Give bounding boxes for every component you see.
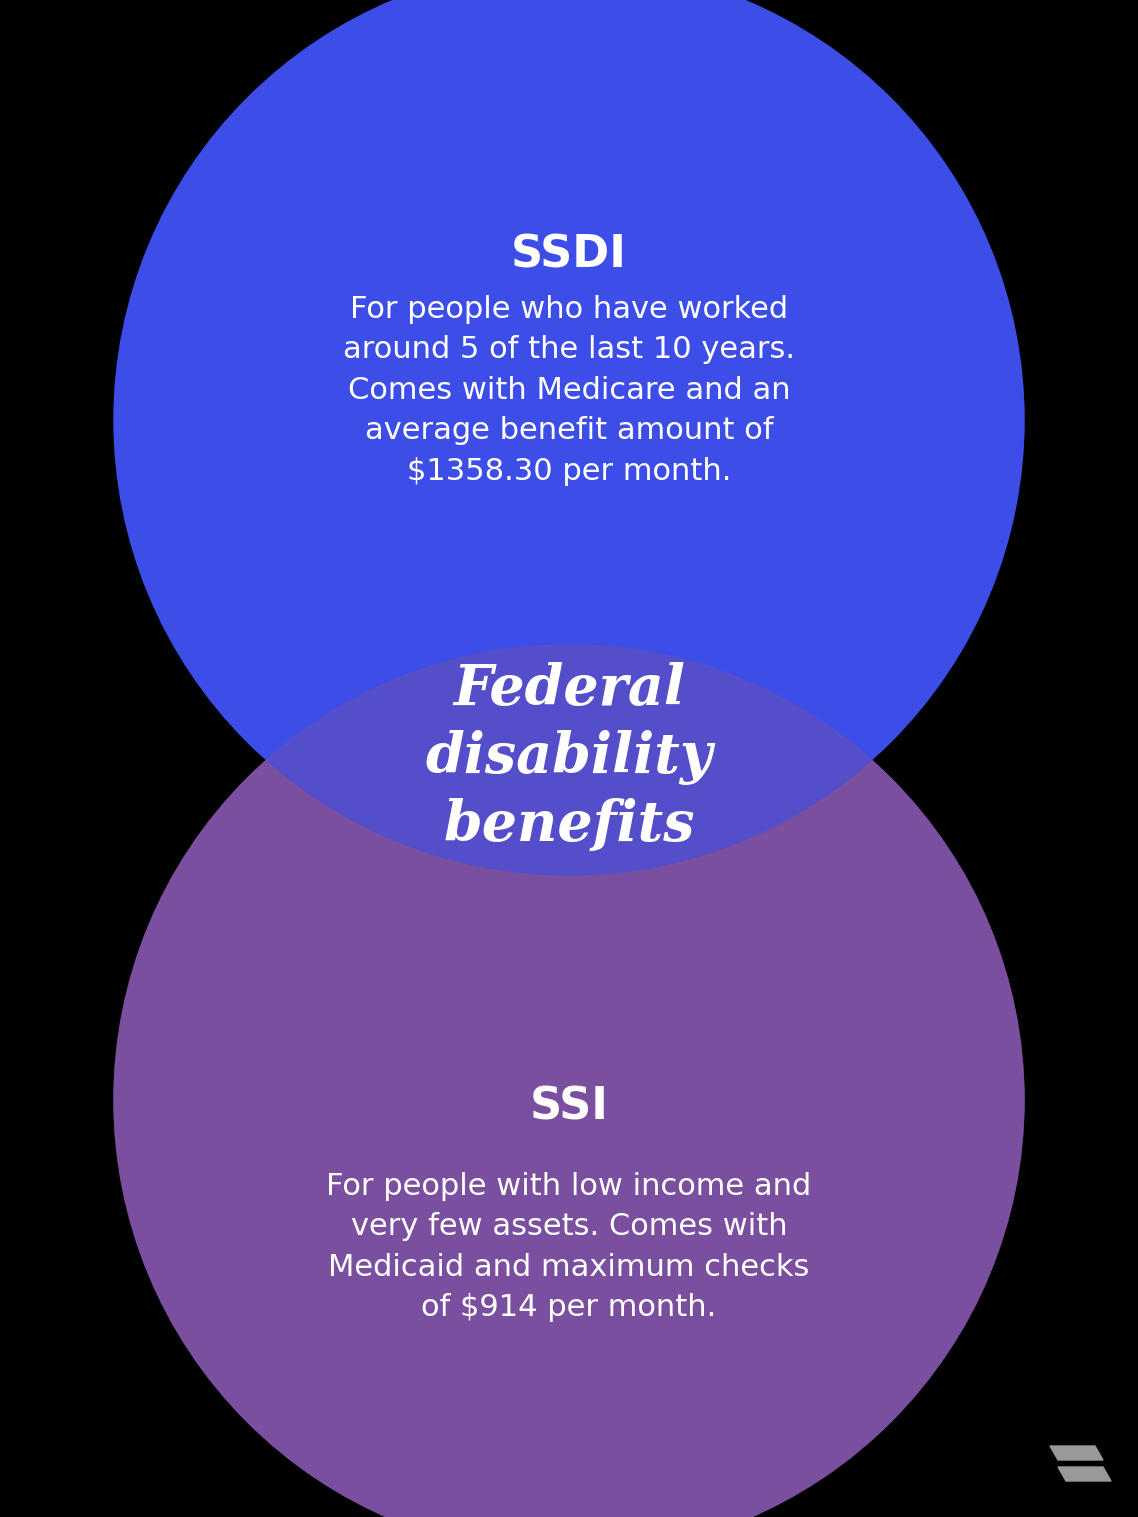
Circle shape <box>114 0 1024 875</box>
Circle shape <box>114 0 1024 875</box>
Text: SSI: SSI <box>529 1086 609 1129</box>
Text: For people with low income and
very few assets. Comes with
Medicaid and maximum : For people with low income and very few … <box>327 1171 811 1323</box>
Text: Federal
disability
benefits: Federal disability benefits <box>426 661 712 853</box>
Polygon shape <box>1058 1467 1111 1481</box>
Circle shape <box>114 645 1024 1517</box>
Text: SSDI: SSDI <box>511 234 627 276</box>
Text: For people who have worked
around 5 of the last 10 years.
Comes with Medicare an: For people who have worked around 5 of t… <box>343 294 795 485</box>
Polygon shape <box>1050 1446 1103 1459</box>
Circle shape <box>114 645 1024 1517</box>
